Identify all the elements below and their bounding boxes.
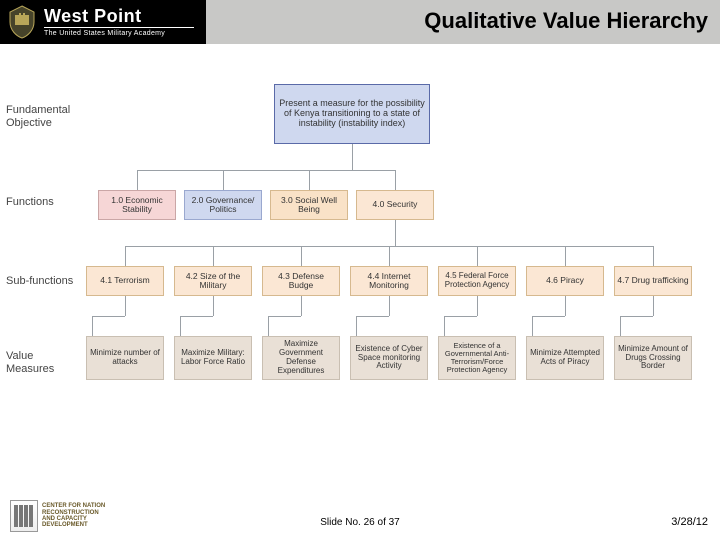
header-banner: West Point The United States Military Ac… — [0, 0, 720, 44]
institution-text: West Point The United States Military Ac… — [44, 7, 194, 37]
row-label-r2: Functions — [6, 196, 54, 209]
node-f2: 2.0 Governance/ Politics — [184, 190, 262, 220]
node-s5: 4.5 Federal Force Protection Agency — [438, 266, 516, 296]
row-label-r3: Sub-functions — [6, 275, 73, 288]
node-s4: 4.4 Internet Monitoring — [350, 266, 428, 296]
node-s7: 4.7 Drug trafficking — [614, 266, 692, 296]
node-v4: Existence of Cyber Space monitoring Acti… — [350, 336, 428, 380]
node-v3: Maximize Government Defense Expenditures — [262, 336, 340, 380]
slide-counter: Slide No. 26 of 37 — [0, 517, 720, 528]
institution-badge: West Point The United States Military Ac… — [0, 0, 206, 44]
node-f4: 4.0 Security — [356, 190, 434, 220]
crest-icon — [4, 4, 40, 40]
node-s3: 4.3 Defense Budge — [262, 266, 340, 296]
node-root: Present a measure for the possibility of… — [274, 84, 430, 144]
node-s1: 4.1 Terrorism — [86, 266, 164, 296]
institution-main: West Point — [44, 7, 194, 25]
node-s6: 4.6 Piracy — [526, 266, 604, 296]
institution-sub: The United States Military Academy — [44, 30, 194, 37]
node-v5: Existence of a Governmental Anti-Terrori… — [438, 336, 516, 380]
node-f1: 1.0 Economic Stability — [98, 190, 176, 220]
node-f3: 3.0 Social Well Being — [270, 190, 348, 220]
row-label-r1: FundamentalObjective — [6, 104, 70, 129]
node-v6: Minimize Attempted Acts of Piracy — [526, 336, 604, 380]
node-s2: 4.2 Size of the Military — [174, 266, 252, 296]
node-v1: Minimize number of attacks — [86, 336, 164, 380]
node-v7: Minimize Amount of Drugs Crossing Border — [614, 336, 692, 380]
node-v2: Maximize Military: Labor Force Ratio — [174, 336, 252, 380]
row-label-r4: ValueMeasures — [6, 350, 54, 375]
page-title: Qualitative Value Hierarchy — [424, 8, 708, 34]
slide-date: 3/28/12 — [671, 516, 708, 528]
